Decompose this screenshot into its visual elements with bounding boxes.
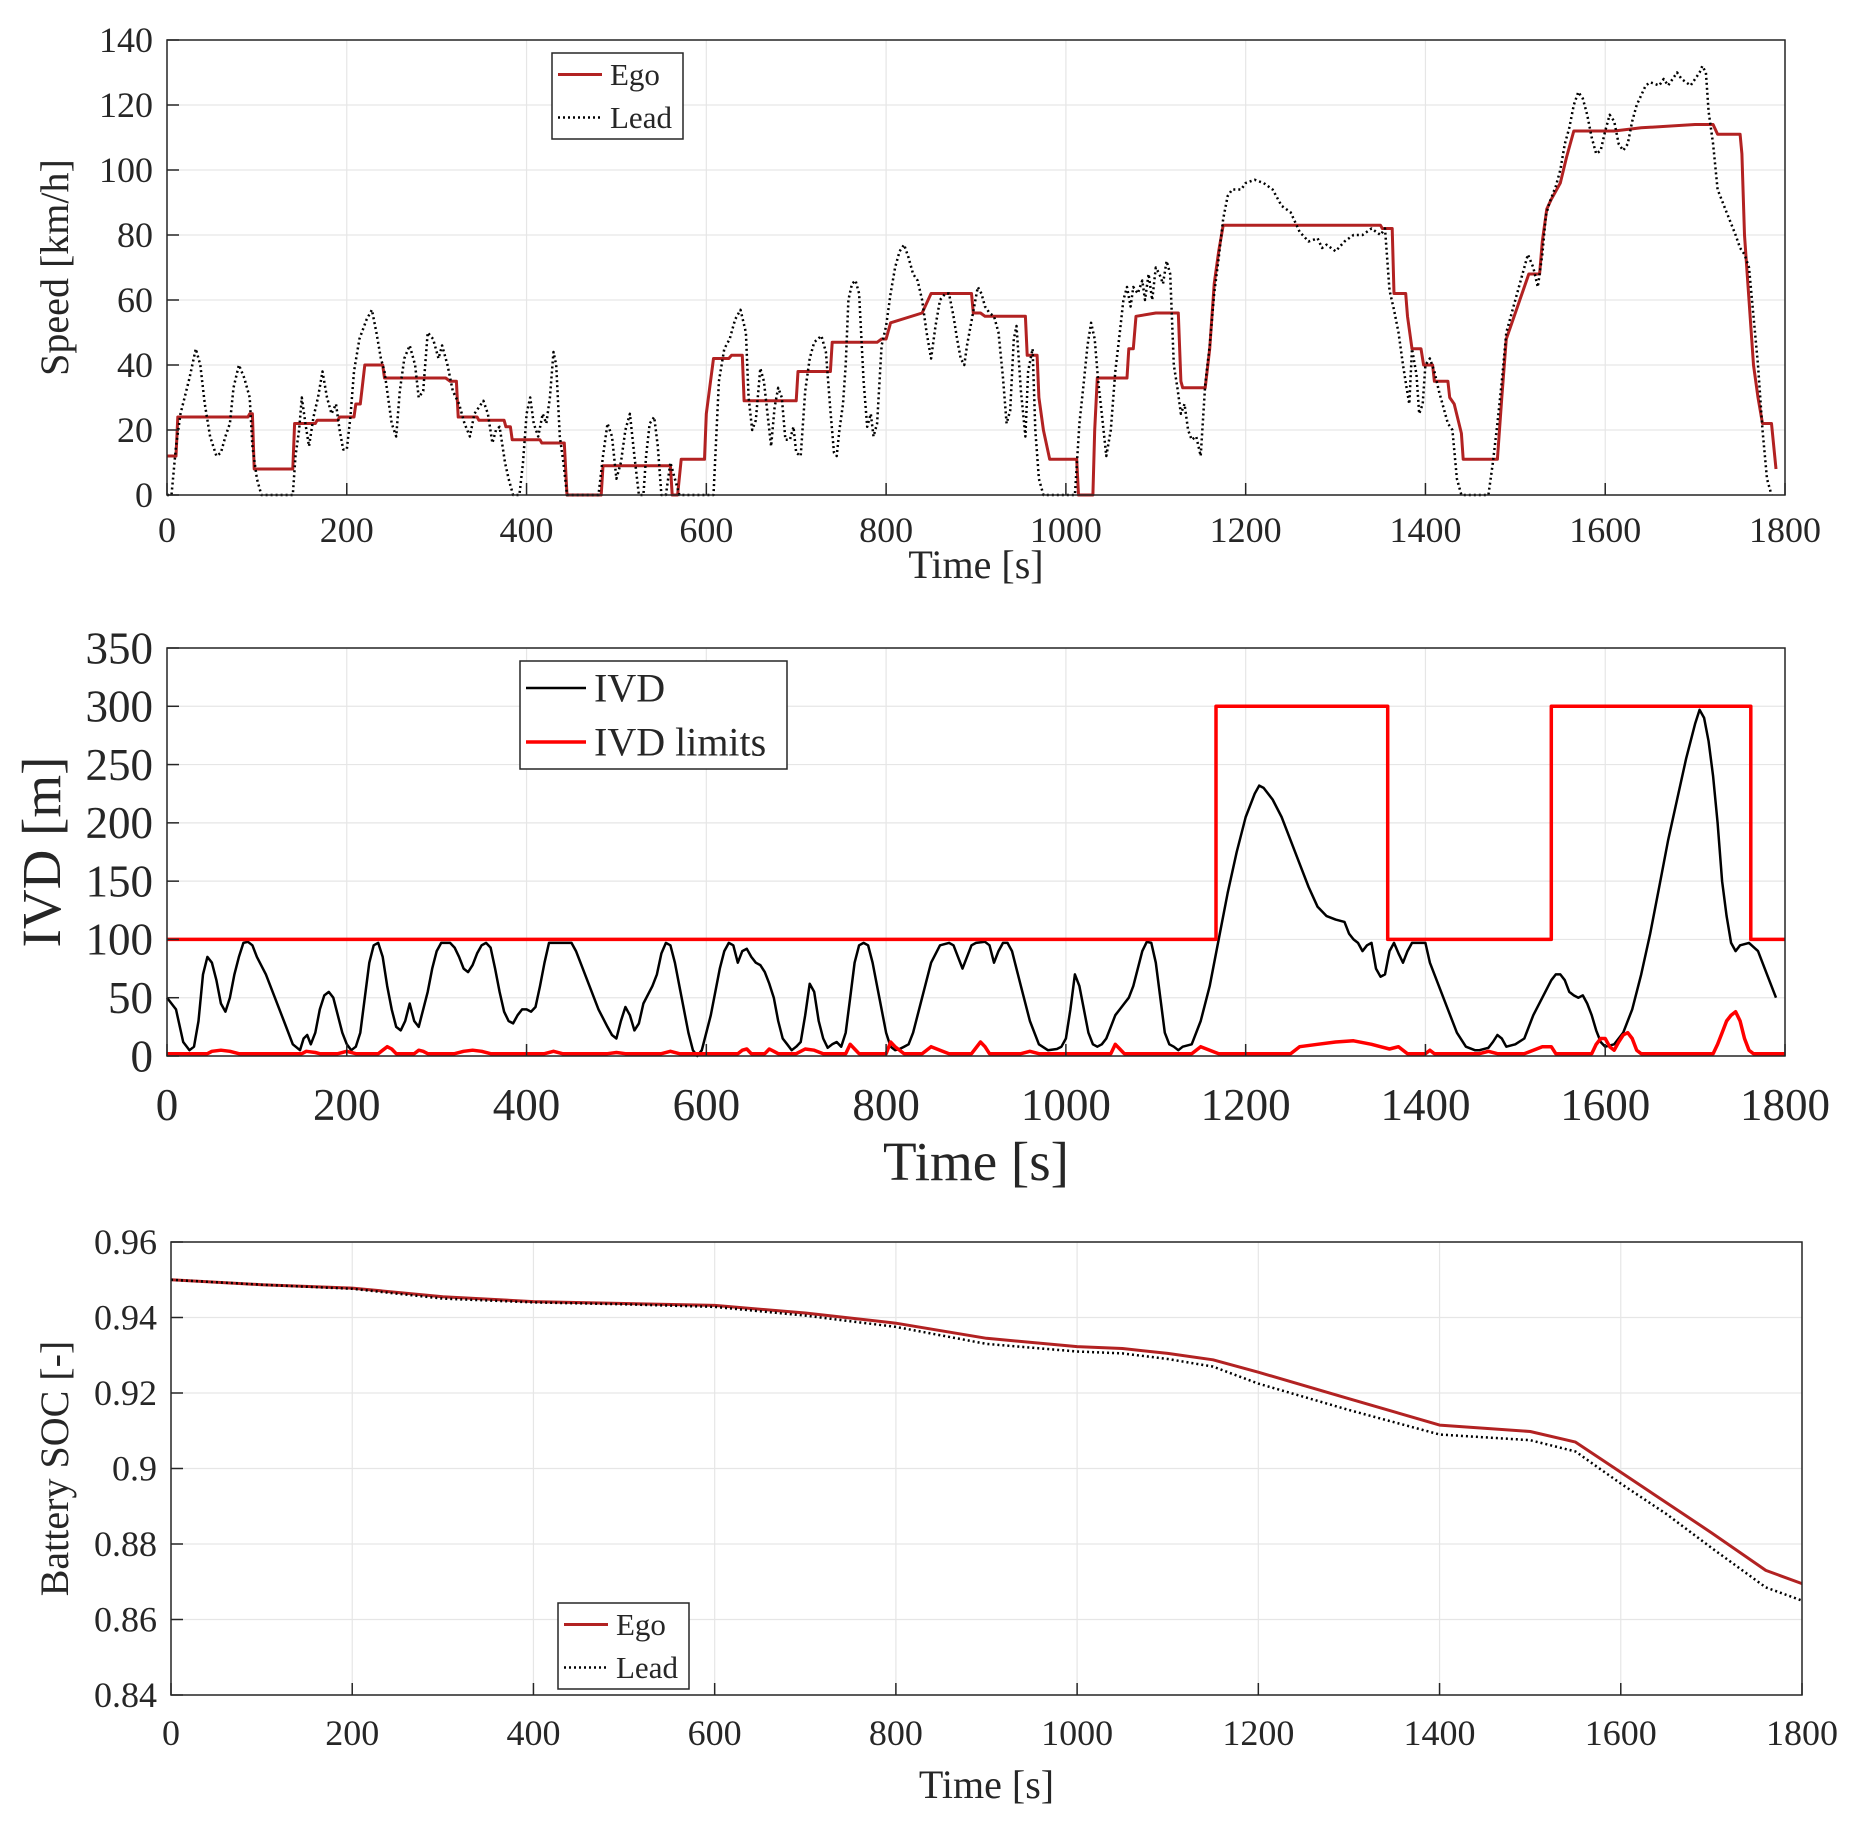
x-tick-label: 1600 <box>1560 1080 1650 1130</box>
y-tick-label: 100 <box>99 150 153 190</box>
speed-panel: 0 200 400 600 800 1000 1200 1400 1600 1800 0 20 40 60… <box>32 20 1821 587</box>
series-line-ivd-limits-lower- <box>167 1009 1785 1056</box>
x-tick-label: 0 <box>158 510 176 550</box>
x-tick-label: 1200 <box>1201 1080 1291 1130</box>
x-tick-label: 1400 <box>1389 510 1461 550</box>
series-line-lead <box>170 1278 1803 1602</box>
series-line-lead <box>167 64 1773 497</box>
x-tick-label: 0 <box>156 1080 179 1130</box>
x-tick-label: 1000 <box>1030 510 1102 550</box>
x-tick-label: 0 <box>162 1713 180 1753</box>
series-line-ego <box>167 123 1778 497</box>
x-axis-label: Time [s] <box>908 542 1043 587</box>
legend-box <box>519 660 788 770</box>
legend-label-ivd: IVD <box>594 666 665 711</box>
y-tick-label: 0.84 <box>94 1675 157 1715</box>
y-tick-label: 80 <box>117 215 153 255</box>
legend-label-lead: Lead <box>610 100 672 135</box>
legend-label-ego: Ego <box>610 57 660 92</box>
legend-label-ivd-limits: IVD limits <box>594 720 766 765</box>
legend-box <box>557 1602 690 1690</box>
y-tick-label: 0.86 <box>94 1600 157 1640</box>
plot-area <box>167 40 1785 495</box>
x-tick-label: 1200 <box>1222 1713 1294 1753</box>
y-tick-label: 100 <box>86 915 154 965</box>
soc-panel: 0 200 400 600 800 1000 1200 1400 1600 1800 0.84 0.8… <box>32 1222 1838 1807</box>
y-tick-label: 0.88 <box>94 1524 157 1564</box>
x-tick-label: 800 <box>859 510 913 550</box>
x-axis-label: Time [s] <box>919 1762 1054 1807</box>
y-axis-label: Speed [km/h] <box>32 159 77 376</box>
y-tick-label: 350 <box>86 623 154 673</box>
y-tick-label: 250 <box>86 740 154 790</box>
y-tick-label: 0 <box>131 1031 154 1081</box>
x-tick-label: 400 <box>500 510 554 550</box>
series-line-ego <box>170 1278 1803 1586</box>
x-tick-label: 800 <box>869 1713 923 1753</box>
x-tick-label: 1200 <box>1210 510 1282 550</box>
y-tick-label: 300 <box>86 682 154 732</box>
y-tick-label: 150 <box>86 856 154 906</box>
x-tick-label: 1600 <box>1585 1713 1657 1753</box>
y-tick-label: 20 <box>117 410 153 450</box>
y-tick-label: 0.92 <box>94 1373 157 1413</box>
y-tick-label: 140 <box>99 20 153 60</box>
x-tick-label: 1400 <box>1380 1080 1470 1130</box>
legend-box <box>551 52 684 140</box>
axes-box <box>166 39 1786 496</box>
y-tick-label: 0 <box>135 475 153 515</box>
x-tick-label: 1000 <box>1021 1080 1111 1130</box>
x-tick-label: 1800 <box>1740 1080 1830 1130</box>
axes-box <box>166 647 1786 1057</box>
ivd-panel: 0 200 400 600 800 1000 1200 1400 1600 1800 0 50 100 1… <box>11 623 1830 1192</box>
y-tick-label: 200 <box>86 798 154 848</box>
series-line-ivd-limits <box>167 704 1785 942</box>
x-tick-label: 1800 <box>1766 1713 1838 1753</box>
y-axis-label: Battery SOC [-] <box>32 1341 77 1597</box>
y-tick-label: 0.94 <box>94 1298 157 1338</box>
x-tick-label: 200 <box>313 1080 381 1130</box>
y-tick-label: 50 <box>108 973 153 1023</box>
x-tick-label: 400 <box>493 1080 561 1130</box>
y-tick-label: 0.9 <box>112 1449 157 1489</box>
x-tick-label: 200 <box>325 1713 379 1753</box>
x-tick-label: 1400 <box>1404 1713 1476 1753</box>
x-axis-label: Time [s] <box>883 1131 1069 1192</box>
series-line-ivd <box>166 708 1778 1058</box>
x-tick-label: 1800 <box>1749 510 1821 550</box>
y-tick-label: 120 <box>99 85 153 125</box>
x-tick-label: 200 <box>320 510 374 550</box>
x-tick-label: 600 <box>688 1713 742 1753</box>
legend-label-ego: Ego <box>616 1607 666 1642</box>
x-tick-label: 600 <box>673 1080 741 1130</box>
y-axis-label: IVD [m] <box>11 757 72 948</box>
y-tick-label: 40 <box>117 345 153 385</box>
x-tick-label: 1000 <box>1041 1713 1113 1753</box>
plot-area <box>167 648 1785 1056</box>
y-tick-label: 0.96 <box>94 1222 157 1262</box>
x-tick-label: 1600 <box>1569 510 1641 550</box>
x-tick-label: 600 <box>679 510 733 550</box>
x-tick-label: 800 <box>852 1080 920 1130</box>
x-tick-label: 400 <box>506 1713 560 1753</box>
legend-label-lead: Lead <box>616 1650 678 1685</box>
y-tick-label: 60 <box>117 280 153 320</box>
